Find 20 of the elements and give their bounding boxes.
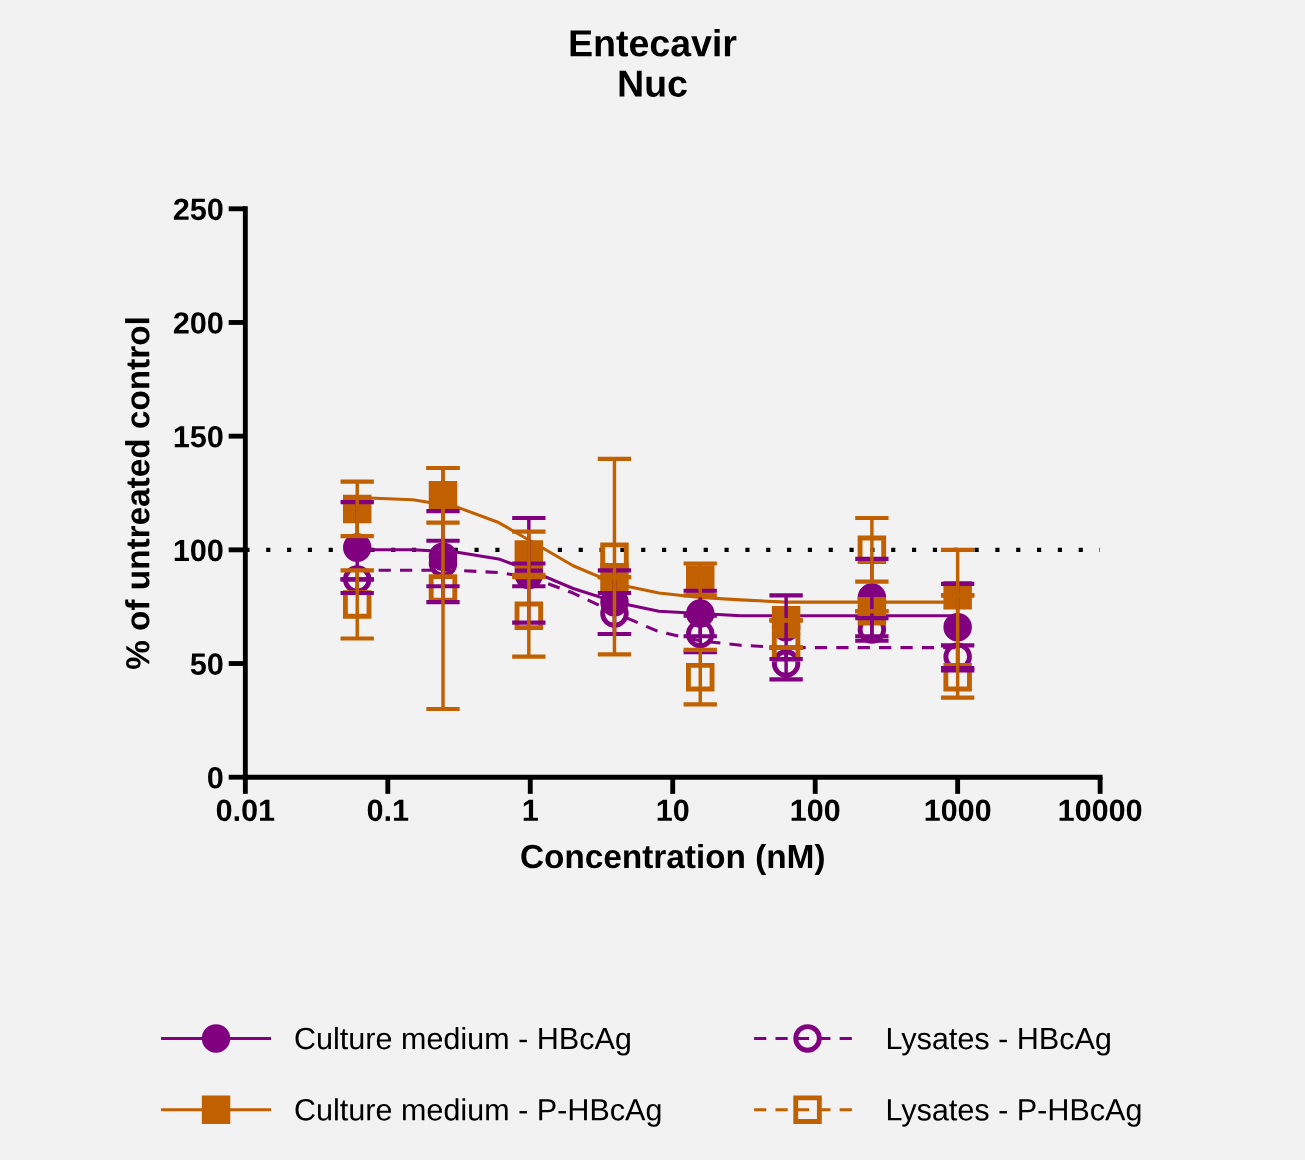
chart-title: Entecavir Nuc — [570, 29, 737, 97]
x-tick-label: 0.01 — [216, 799, 275, 822]
x-tick-label: 0.1 — [367, 799, 409, 822]
y-tick-label: 250 — [173, 198, 223, 221]
x-tick-label: 10 — [657, 799, 689, 822]
legend-label: Lysates - P-HBcAg — [887, 1099, 1141, 1127]
y-tick-label: 200 — [173, 312, 223, 334]
x-tick-label: 1000 — [925, 799, 991, 822]
legend-label: Lysates - HBcAg — [887, 1028, 1110, 1056]
x-tick-label: 10000 — [1059, 799, 1142, 822]
x-axis-title: Concentration (nM) — [521, 843, 824, 875]
x-tick-label: 100 — [791, 799, 840, 822]
legend-label: Culture medium - P-HBcAg — [295, 1098, 661, 1127]
y-axis-title: % of untreated control — [125, 318, 150, 670]
y-tick-label: 0 — [208, 766, 223, 789]
x-tick-label: 1 — [523, 799, 538, 821]
y-tick-label: 50 — [190, 653, 223, 675]
y-tick-label: 100 — [174, 539, 223, 562]
legend-label: Culture medium - HBcAg — [295, 1026, 630, 1056]
y-tick-label: 150 — [174, 425, 223, 448]
